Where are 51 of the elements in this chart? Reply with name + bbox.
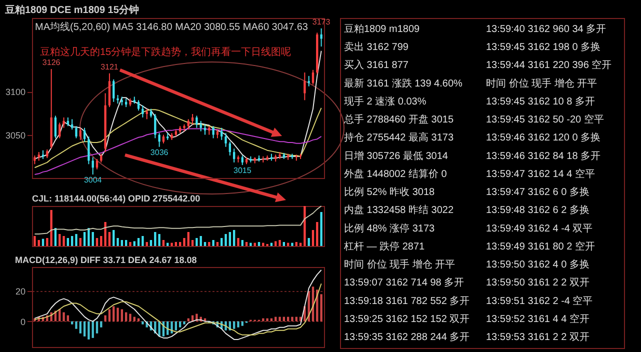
text: 13:59:50 3161 2 2 双开 [486, 278, 590, 289]
text: 13:59:49 3161 80 2 空开 [486, 240, 595, 252]
y-tick-label: 3050 [5, 130, 26, 140]
text: MACD(12,26,9) DIFF 33.71 DEA 24.67 18.08 [14, 255, 197, 265]
text: 13:59:44 3161 220 396 空开 [486, 59, 612, 72]
text: 总手 2788460 开盘 3015 [343, 114, 454, 126]
annotation: 3036 [150, 148, 169, 157]
text: 最新 3161 涨跌 139 4.60% [344, 77, 463, 90]
text: 13:59:18 3161 782 552 多开 [344, 294, 470, 307]
text: 13:59:46 3162 120 0 多换 [486, 132, 601, 144]
text: 13:59:45 3162 50 -20 空平 [486, 114, 604, 126]
text: 时间 价位 现手 增仓 开平 [486, 77, 598, 90]
text: 卖出 3162 799 [344, 41, 409, 54]
text: 13:59:40 3162 960 34 多开 [486, 22, 606, 35]
text: 13:59:50 3162 4 0 多换 [486, 258, 590, 271]
annotation: 豆粕这几天的15分钟是下跌趋势，我们再看一下日线图呢 [40, 46, 292, 58]
y-tick-label: 20 [15, 286, 26, 297]
annotation: 3015 [233, 166, 252, 176]
text: 13:59:45 3162 198 0 多换 [486, 41, 601, 54]
text: 比例 52% 昨收 3018 [344, 186, 436, 198]
y-tick-label: 0 [20, 316, 26, 327]
text: 日增 305726 最低 3014 [344, 150, 448, 162]
text: 现手 2 速涨 0.03% [344, 95, 426, 108]
text: 13:59:52 3161 4 4 空开 [486, 312, 590, 325]
annotation: MA均线(5,20,60) MA5 3146.80 MA20 3080.55 MA60 3047.63 [35, 21, 308, 33]
annotation: 3004 [84, 176, 102, 185]
text: 13:59:25 3162 152 152 双开 [344, 314, 470, 325]
text: 13:59:45 3162 10 8 多开 [486, 95, 595, 108]
text: 13:59:07 3162 714 98 多开 [344, 276, 464, 289]
text: 杠杆 — 跌停 2871 [343, 240, 426, 252]
text: 比例 48% 涨停 3173 [344, 222, 436, 234]
annotation: 3173 [312, 17, 331, 26]
text: 13:59:51 3162 2 -4 空平 [486, 294, 593, 307]
text: 13:59:46 3162 84 18 多开 [486, 150, 601, 162]
text: 13:59:53 3161 2 2 双开 [486, 332, 590, 344]
chart-title: 豆粕1809 DCE m1809 15分钟 [4, 4, 139, 16]
text: 时间 价位 现手 增仓 开平 [344, 258, 456, 271]
annotation: 3121 [100, 62, 119, 72]
text: 13:59:48 3162 6 2 多换 [486, 204, 590, 216]
text: 13:59:49 3162 4 -4 双平 [486, 223, 593, 234]
text: 持仓 2755442 最高 3173 [344, 132, 454, 144]
text: 13:59:47 3162 14 4 空平 [486, 168, 595, 180]
text: 13:59:35 3162 288 244 多开 [344, 331, 470, 344]
text: 豆粕1809 m1809 [344, 24, 420, 35]
text: 外盘 1448002 结算价 0 [344, 168, 448, 180]
y-tick-label: 3100 [5, 87, 26, 98]
text: 内盘 1332458 昨结 3022 [344, 204, 454, 216]
annotation: 3126 [42, 58, 61, 68]
text: 13:59:47 3162 6 0 多换 [486, 186, 590, 198]
text: CJL: 118144.00(56:44) OPID 2755442.00 [32, 194, 200, 204]
text: 买入 3161 877 [344, 59, 409, 72]
